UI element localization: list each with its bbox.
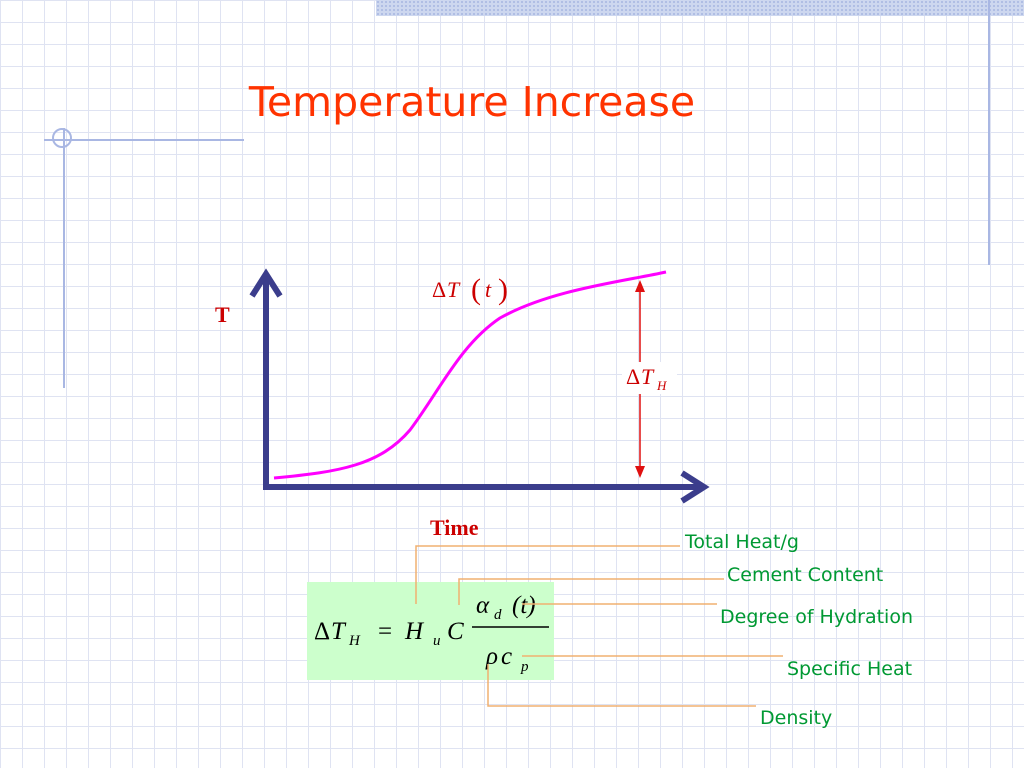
formula-c-sub: p: [520, 659, 529, 675]
formula-alpha-sub: d: [494, 607, 502, 623]
left-decorative-rule-vertical: [63, 128, 65, 388]
left-decorative-rule-horizontal: [44, 139, 244, 141]
callout-density: Density: [760, 707, 832, 729]
right-decorative-rule: [988, 0, 990, 265]
callout-leaders: [415, 545, 783, 707]
curve-label-delta: Δ: [432, 277, 446, 302]
rise-label: Δ T H: [626, 364, 667, 393]
slide-title: Temperature Increase: [248, 78, 696, 126]
leader-density: [487, 664, 756, 707]
curve-label-close-paren: ): [498, 273, 508, 306]
rise-arrow-head-top: [635, 280, 645, 292]
formula-alpha: α: [476, 592, 490, 619]
formula-background: [307, 582, 554, 680]
callout-degree-of-hydration: Degree of Hydration: [720, 606, 913, 628]
leader-cement-content: [458, 578, 724, 605]
formula: Δ T H = H u C α d (t) ρ c p: [314, 592, 549, 675]
formula-lhs-delta: Δ: [314, 618, 330, 645]
crosshair-circle-decoration: [52, 128, 72, 148]
formula-rho: ρ: [485, 643, 498, 670]
curve-label-open-paren: (: [471, 273, 481, 306]
rise-label-delta: Δ: [626, 364, 640, 389]
formula-lhs-var: T: [331, 618, 347, 645]
temperature-curve: [273, 270, 667, 480]
formula-H-sub: u: [433, 633, 441, 649]
x-axis-arrowhead: [680, 470, 710, 504]
curve-label-var: T: [447, 277, 461, 302]
y-axis-label: T: [215, 302, 230, 327]
rise-label-var: T: [641, 364, 655, 389]
x-axis-label: Time: [430, 515, 479, 540]
formula-lhs-sub: H: [348, 633, 361, 649]
leader-total-heat: [415, 545, 680, 604]
callout-total-heat: Total Heat/g: [684, 531, 799, 553]
formula-equals: =: [378, 618, 392, 645]
callout-cement-content: Cement Content: [727, 564, 883, 586]
formula-c-var: c: [501, 643, 512, 670]
top-decorative-band: [376, 0, 1024, 16]
curve-label-arg: t: [485, 277, 492, 302]
formula-C-var: C: [447, 618, 464, 645]
curve-label: Δ T ( t ): [432, 273, 508, 306]
rise-label-background: [622, 362, 677, 394]
graph-axes: [249, 268, 710, 504]
callout-specific-heat: Specific Heat: [787, 658, 912, 680]
y-axis-arrowhead: [249, 268, 283, 298]
rise-label-sub: H: [656, 378, 667, 393]
formula-alpha-arg: (t): [512, 592, 536, 619]
formula-H-var: H: [404, 618, 425, 645]
rise-arrow-head-bottom: [635, 466, 645, 478]
